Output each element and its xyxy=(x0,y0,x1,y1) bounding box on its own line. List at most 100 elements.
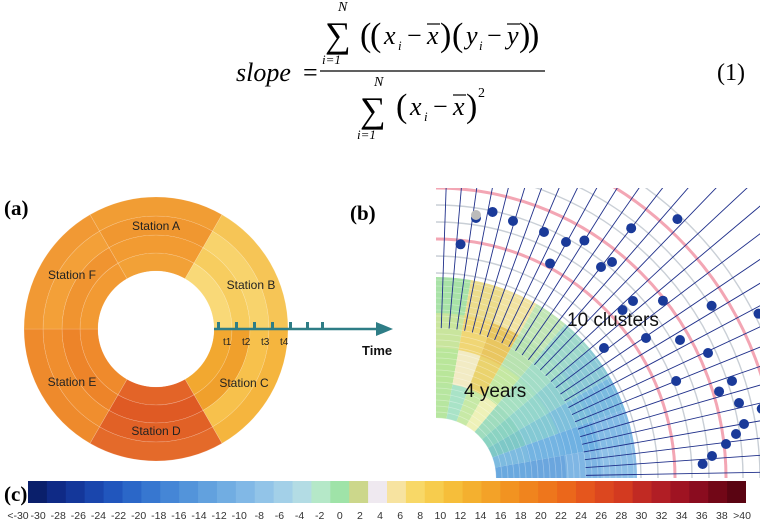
cluster-dot xyxy=(596,262,606,272)
heatmap-stripe xyxy=(436,393,521,478)
color-swatch xyxy=(594,481,615,503)
cluster-dot xyxy=(657,295,668,306)
cluster-ring xyxy=(612,188,760,377)
numerator-body: ( ( x i − x ) ( y i − y ) ) xyxy=(360,17,539,54)
cluster-dot xyxy=(579,235,590,246)
heatmap-stripe xyxy=(436,309,605,478)
cluster-spoke xyxy=(527,188,664,361)
equation-equals: = xyxy=(303,58,318,87)
color-scale-tick: 32 xyxy=(655,510,668,522)
cluster-spoke xyxy=(585,471,760,476)
station-ring-diagram: Station A Station B Station C Station D … xyxy=(23,196,393,462)
cluster-dot xyxy=(471,210,481,220)
color-swatch xyxy=(632,481,653,503)
ring-segment xyxy=(212,328,289,444)
svg-text:): ) xyxy=(528,17,539,54)
color-scale-tick: 24 xyxy=(575,510,587,522)
color-swatch xyxy=(443,481,464,503)
cluster-dot xyxy=(714,386,725,397)
cluster-dot xyxy=(487,206,498,217)
color-swatch xyxy=(575,481,596,503)
heatmap-cell xyxy=(481,416,520,448)
cluster-dot xyxy=(734,398,744,408)
heatmap-cell xyxy=(492,445,531,468)
svg-text:(: ( xyxy=(452,17,463,54)
heatmap-cell xyxy=(548,395,592,434)
cluster-spoke xyxy=(508,188,598,348)
cluster-spoke xyxy=(555,233,760,389)
station-label: Station A xyxy=(132,219,180,233)
cluster-dot xyxy=(539,227,549,237)
heatmap-cell xyxy=(564,449,602,478)
time-tick-label: t3 xyxy=(261,337,270,348)
color-scale-tick: -28 xyxy=(50,510,66,522)
cluster-dot xyxy=(721,439,731,449)
color-scale-tick: -18 xyxy=(151,510,167,522)
color-swatch xyxy=(235,481,256,503)
heatmap-stripe xyxy=(436,315,599,478)
color-scale-tick: 34 xyxy=(675,510,688,522)
station-ring xyxy=(23,196,289,462)
cluster-spoke xyxy=(583,420,760,453)
heatmap-cell xyxy=(464,280,505,323)
heatmap-stripe xyxy=(436,357,557,478)
cluster-dot xyxy=(628,296,638,306)
cluster-dot xyxy=(607,257,617,267)
svg-text:−: − xyxy=(433,92,448,121)
cluster-ring xyxy=(534,188,744,478)
cluster-dot xyxy=(617,305,628,316)
cluster-spoke xyxy=(545,188,748,377)
color-scale-tick: -30 xyxy=(30,510,46,522)
color-scale-tick: -12 xyxy=(211,510,227,522)
color-scale-tick: -8 xyxy=(254,510,264,522)
station-labels: Station A Station B Station C Station D … xyxy=(48,219,276,438)
sum-upper-label: N xyxy=(373,75,384,90)
color-scale-tick: -26 xyxy=(70,510,86,522)
svg-text:y: y xyxy=(463,21,478,50)
color-swatch xyxy=(103,481,123,503)
heatmap-stripe xyxy=(436,405,509,478)
heatmap-cell xyxy=(542,324,590,372)
panel-label-c: (c) xyxy=(4,482,28,506)
svg-text:(: ( xyxy=(396,88,407,125)
color-scale-tick: 16 xyxy=(494,510,507,522)
color-scale-bar xyxy=(28,481,746,503)
color-swatch xyxy=(670,481,690,503)
heatmap-stripe xyxy=(436,375,539,478)
color-scale-tick: 20 xyxy=(535,510,547,522)
cluster-dot xyxy=(703,348,713,358)
cluster-dot xyxy=(561,237,571,247)
cluster-spoke xyxy=(550,205,760,382)
color-swatch xyxy=(28,481,48,503)
time-tick-label: t1 xyxy=(223,337,232,348)
svg-text:y: y xyxy=(504,21,519,50)
station-label: Station F xyxy=(48,268,96,282)
cluster-spoke xyxy=(560,258,760,395)
color-scale-tick: 26 xyxy=(595,510,608,522)
cluster-spoke xyxy=(515,188,618,352)
cluster-spoke xyxy=(564,282,760,402)
color-scale-tick: 18 xyxy=(514,510,527,522)
cluster-spoke xyxy=(486,188,543,338)
cluster-spoke xyxy=(464,188,493,331)
cluster-dot xyxy=(626,223,637,234)
cluster-spoke xyxy=(521,188,640,356)
color-swatch xyxy=(727,481,746,503)
heatmap-cell xyxy=(436,277,471,316)
cluster-spoke xyxy=(501,188,578,344)
cluster-dot xyxy=(455,239,466,250)
color-scale-tick: -14 xyxy=(191,510,207,522)
color-scale-tick: 36 xyxy=(695,510,708,522)
color-swatch xyxy=(387,481,407,503)
sum-lower-label: i=1 xyxy=(357,127,376,142)
panel-label-a: (a) xyxy=(4,196,29,220)
cluster-dot xyxy=(508,216,518,226)
cluster-spoke xyxy=(494,188,560,341)
heatmap-cell xyxy=(446,383,469,422)
heatmap-stripe xyxy=(436,417,497,478)
color-swatch xyxy=(405,481,426,503)
svg-text:(: ( xyxy=(370,17,381,54)
color-swatch xyxy=(160,481,180,503)
ring-segment xyxy=(23,214,100,330)
cluster-spoke xyxy=(479,188,526,335)
